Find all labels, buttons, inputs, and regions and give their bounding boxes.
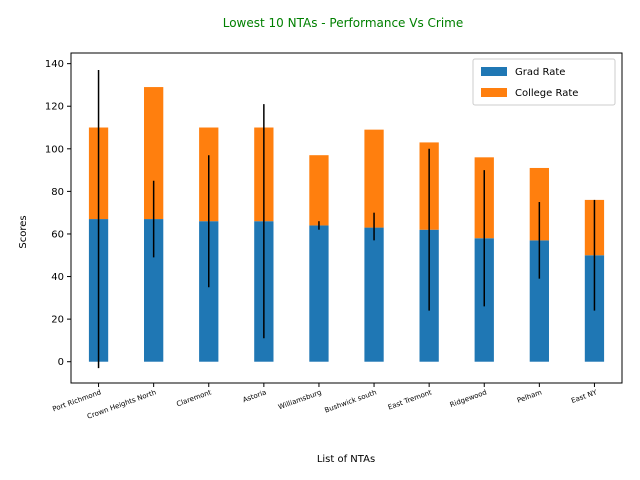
y-tick-label-4: 80 (51, 187, 64, 198)
y-tick-label-5: 100 (45, 144, 64, 155)
bar-college-rate-1 (144, 87, 164, 220)
x-axis-title: List of NTAs (317, 454, 375, 465)
chart-title: Lowest 10 NTAs - Performance Vs Crime (223, 16, 464, 30)
y-axis: 0 20 40 60 80 100 120 140 (45, 59, 71, 368)
legend-box (472, 58, 616, 106)
y-tick-label-6: 120 (45, 102, 64, 113)
legend-swatch-1 (481, 88, 507, 97)
legend-swatch-0 (481, 67, 507, 76)
x-tick-label-6: East Tremont (387, 388, 433, 411)
bar-college-rate-4 (309, 155, 329, 226)
bar-college-rate-5 (364, 129, 384, 228)
legend: Grad Rate College Rate (472, 58, 616, 106)
y-tick-label-0: 0 (58, 357, 64, 368)
x-tick-label-7: Ridgewood (449, 388, 488, 409)
x-tick-label-9: East NY (570, 388, 599, 405)
legend-label-1: College Rate (515, 88, 578, 99)
y-axis-title: Scores (18, 215, 29, 248)
x-tick-label-4: Williamsburg (277, 388, 322, 411)
y-tick-label-1: 20 (51, 315, 64, 326)
legend-label-0: Grad Rate (515, 67, 565, 78)
x-tick-label-2: Claremont (175, 388, 212, 408)
bar-grad-rate-4 (309, 225, 329, 362)
plot-frame (70, 52, 623, 384)
y-tick-label-3: 60 (51, 229, 64, 240)
y-tick-label-7: 140 (45, 59, 64, 70)
x-tick-label-3: Astoria (242, 388, 268, 404)
bar-grad-rate-5 (364, 227, 384, 362)
plot-area (70, 52, 623, 384)
bar-grad-rate-8 (529, 240, 549, 362)
y-tick-label-2: 40 (51, 272, 64, 283)
bar-grad-rate-1 (144, 219, 164, 362)
x-tick-label-5: Bushwick south (324, 388, 378, 414)
bar-grad-rate-2 (199, 221, 219, 362)
x-tick-label-8: Pelham (516, 388, 543, 404)
